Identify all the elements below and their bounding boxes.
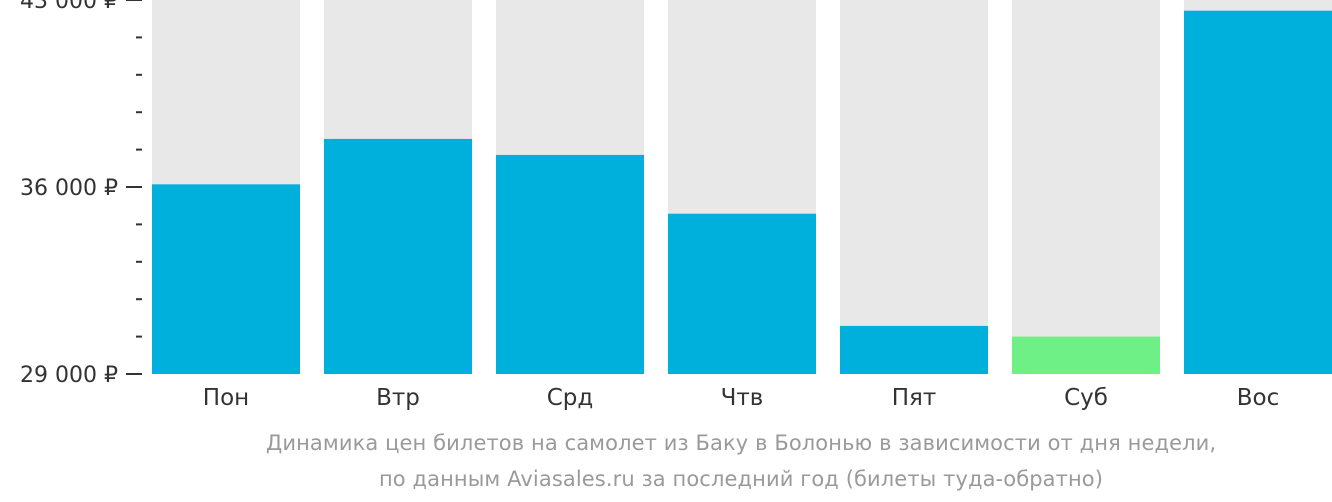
- bar: [1012, 336, 1160, 374]
- x-tick-label: Суб: [1064, 385, 1108, 411]
- bar: [496, 154, 644, 374]
- bar: [152, 184, 300, 374]
- y-tick-label: 36 000 ₽: [20, 176, 118, 201]
- x-tick-label: Чтв: [721, 385, 764, 411]
- x-tick-label: Пон: [203, 385, 249, 411]
- bar-background: [1012, 0, 1160, 374]
- price-by-weekday-chart: 43 000 ₽ 36 000 ₽ 29 000 ₽ Пон Втр Срд Чтв Пят С…: [20, 0, 1332, 411]
- chart-caption-line-2: по данным Aviasales.ru за последний год …: [378, 467, 1104, 491]
- chart-caption-line-1: Динамика цен билетов на самолет из Баку …: [265, 431, 1217, 455]
- y-tick-label: 29 000 ₽: [20, 363, 118, 388]
- x-tick-label: Срд: [547, 385, 594, 411]
- bar: [840, 325, 988, 374]
- bar: [324, 138, 472, 374]
- x-tick-label: Вос: [1237, 385, 1280, 411]
- x-tick-label: Втр: [376, 385, 420, 411]
- bar-background: [840, 0, 988, 374]
- x-tick-label: Пят: [892, 385, 937, 411]
- bar: [1184, 10, 1332, 375]
- y-tick-label: 43 000 ₽: [20, 0, 118, 14]
- bar: [668, 213, 816, 374]
